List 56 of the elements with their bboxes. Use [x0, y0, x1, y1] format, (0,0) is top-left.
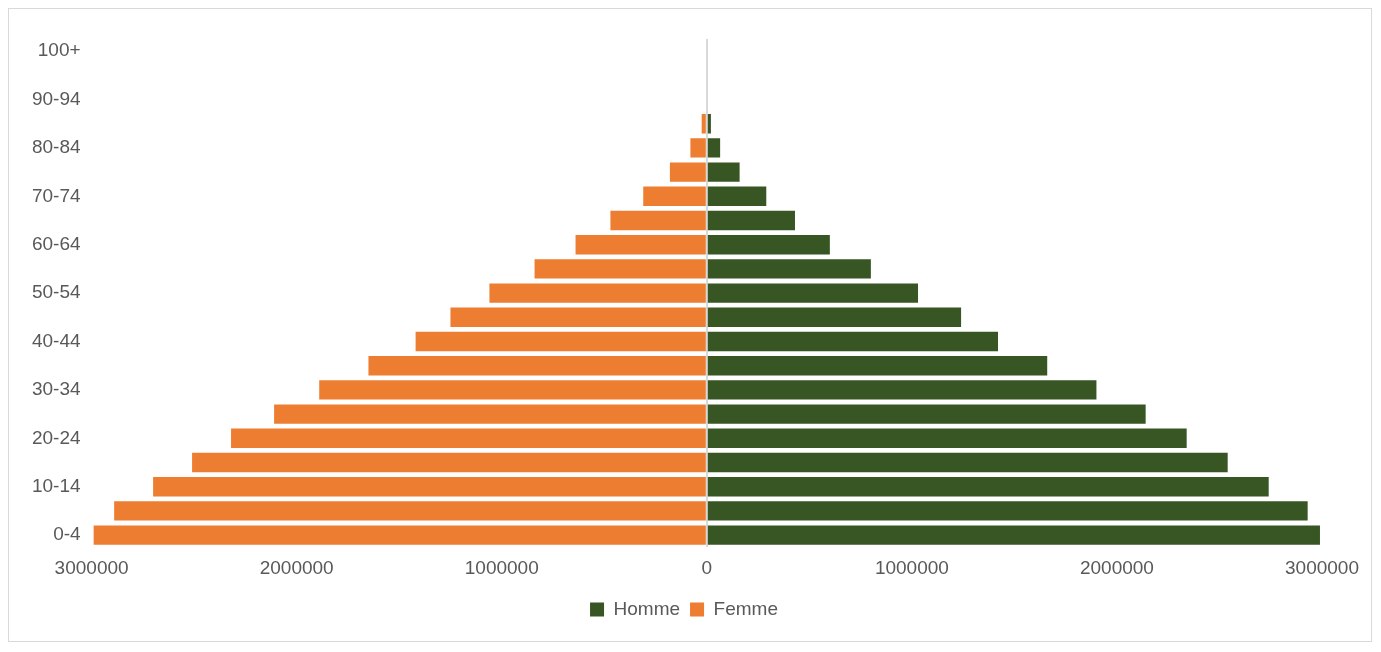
y-tick-label: 10-14 — [31, 474, 82, 496]
bar — [610, 210, 706, 231]
bar — [153, 477, 706, 497]
y-tick-label: 70-74 — [31, 184, 82, 206]
bar — [707, 162, 740, 182]
bar — [192, 452, 706, 473]
bar — [707, 283, 919, 303]
y-tick-label: 30-34 — [31, 378, 82, 400]
bar — [450, 307, 706, 327]
x-tick-label: 1000000 — [874, 556, 949, 578]
bar — [114, 501, 706, 521]
bar — [701, 114, 706, 134]
bar — [231, 428, 706, 448]
bar — [707, 452, 1228, 473]
x-tick-label: 0 — [701, 556, 713, 578]
bar — [707, 404, 1146, 424]
bar — [707, 235, 830, 255]
legend-label: Femme — [713, 597, 778, 619]
bar — [274, 404, 706, 424]
bar — [707, 259, 871, 279]
x-tick-label: 2000000 — [1079, 556, 1154, 578]
bar — [534, 259, 706, 279]
bar — [707, 307, 962, 327]
bar — [93, 525, 706, 545]
y-tick-label: 100+ — [37, 39, 81, 61]
bar — [368, 356, 706, 376]
bar — [643, 186, 706, 206]
y-tick-label: 40-44 — [31, 329, 82, 351]
bar — [690, 138, 706, 158]
bar — [707, 114, 711, 134]
bar — [707, 525, 1320, 545]
x-tick-label: 2000000 — [259, 556, 334, 578]
x-tick-label: 3000000 — [54, 556, 129, 578]
bar — [707, 186, 767, 206]
bar — [707, 138, 721, 158]
y-tick-label: 20-24 — [31, 426, 82, 448]
y-tick-label: 0-4 — [53, 523, 82, 545]
bar — [707, 331, 999, 352]
bar — [415, 331, 706, 352]
bar — [707, 501, 1308, 521]
y-tick-label: 60-64 — [31, 232, 82, 254]
legend-label: Homme — [613, 597, 681, 619]
y-tick-label: 90-94 — [31, 87, 82, 109]
bar — [669, 162, 706, 182]
x-tick-label: 3000000 — [1285, 556, 1359, 578]
bar — [319, 380, 706, 400]
bar — [707, 356, 1048, 376]
bar — [707, 477, 1269, 497]
bar — [707, 380, 1097, 400]
y-tick-label: 80-84 — [31, 136, 82, 158]
bar — [575, 235, 706, 255]
x-tick-label: 1000000 — [464, 556, 539, 578]
bar — [707, 428, 1187, 448]
y-tick-label: 50-54 — [31, 281, 82, 303]
bar — [489, 283, 706, 303]
bar — [707, 210, 795, 231]
